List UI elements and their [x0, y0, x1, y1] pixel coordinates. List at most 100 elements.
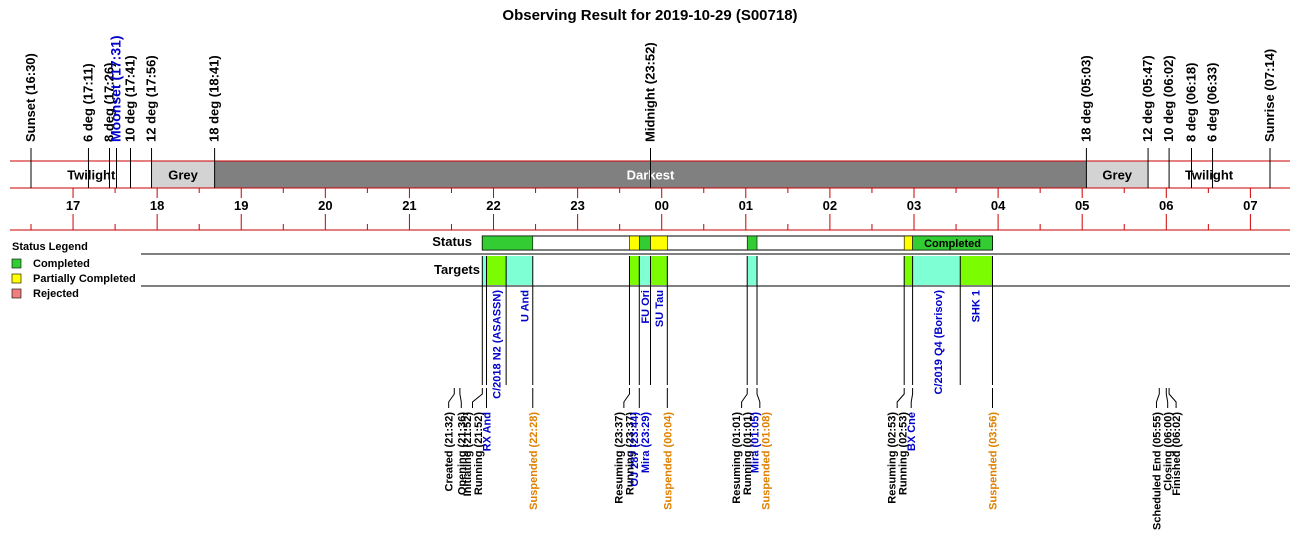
event-label-4-0: Suspended (22:28)	[528, 412, 540, 510]
status-segment-4	[746, 235, 758, 251]
event-connector-0	[448, 388, 455, 408]
sky-band-label-3: Grey	[1102, 168, 1132, 183]
event-label-9-1: Suspended (01:08)	[760, 412, 772, 510]
hour-tick-label-07: 07	[1243, 198, 1257, 213]
event-connector-14	[1165, 388, 1169, 408]
event-connector-13	[1155, 388, 1160, 408]
status-row-label: Status	[432, 234, 472, 249]
event-connector-9	[756, 388, 761, 408]
hour-tick-label-06: 06	[1159, 198, 1173, 213]
hour-tick-label-02: 02	[823, 198, 837, 213]
event-label-7-0: Suspended (00:04)	[662, 412, 674, 510]
sky-band-label-1: Grey	[168, 168, 198, 183]
sky-event-label-5: 12 deg (17:56)	[144, 55, 159, 142]
legend-title: Status Legend	[12, 241, 88, 253]
event-label-2-0: Initiating (21:52)	[462, 412, 474, 497]
target-block-3	[629, 256, 640, 285]
status-segment-1	[629, 235, 640, 251]
sky-event-label-8: 18 deg (05:03)	[1078, 55, 1093, 142]
event-label-12-0: Suspended (03:56)	[987, 412, 999, 510]
target-block-0	[482, 256, 487, 285]
status-segment-2	[638, 235, 651, 251]
hour-tick-label-21: 21	[402, 198, 416, 213]
sky-event-label-9: 12 deg (05:47)	[1140, 55, 1155, 142]
legend-label-2: Rejected	[33, 288, 79, 300]
status-segment-0	[482, 235, 534, 251]
target-block-7	[904, 256, 913, 285]
hour-axis-layer: 17 18 19 20 21 22 23 00 01 02 03 04 05 06 07	[30, 188, 1258, 230]
event-label-8-0: Resuming (01:01)	[731, 412, 743, 504]
event-label-11-0: BX Cne	[906, 412, 918, 451]
hour-tick-label-01: 01	[739, 198, 753, 213]
legend-label-0: Completed	[33, 258, 90, 270]
sky-event-label-4: 10 deg (17:41)	[123, 55, 138, 142]
sky-event-labels: Sunset (16:30) 6 deg (17:11) 8 deg (17:26)…	[23, 35, 1277, 188]
event-label-5-1: Running (23:37)	[624, 412, 636, 495]
event-label-1-0: Opening (21:36)	[456, 412, 468, 495]
status-segment-5	[903, 235, 913, 251]
event-connector-2	[471, 388, 483, 408]
event-connector-8	[741, 388, 748, 408]
event-label-10-0: Resuming (02:53)	[887, 412, 899, 504]
legend-label-1: Partially Completed	[33, 273, 136, 285]
targets-row-label: Targets	[434, 262, 480, 277]
event-connector-15	[1168, 388, 1177, 408]
chart-title: Observing Result for 2019-10-29 (S00718)	[502, 7, 797, 24]
status-segment-label-6: Completed	[924, 238, 981, 250]
target-block-6	[747, 256, 758, 285]
target-label-0: C/2018 N2 (ASASSN)	[491, 290, 503, 399]
target-block-9	[960, 256, 993, 285]
target-block-4	[639, 256, 651, 285]
status-legend: Status Legend Completed Partially Complete…	[11, 241, 136, 300]
hour-tick-label-22: 22	[486, 198, 500, 213]
legend-swatch-2	[11, 288, 22, 299]
target-block-8	[912, 256, 961, 285]
event-connector-10	[896, 388, 905, 408]
event-connector-11	[910, 388, 914, 408]
sky-band-label-0: Twilight	[67, 168, 116, 183]
event-label-5-0: Resuming (23:37)	[613, 412, 625, 504]
status-segment-6	[912, 235, 993, 251]
sky-event-label-2: 8 deg (17:26)	[101, 63, 116, 142]
sky-event-label-12: 6 deg (06:33)	[1205, 63, 1220, 142]
event-label-6-1: Mira (23:29)	[640, 412, 652, 473]
target-block-2	[506, 256, 533, 285]
event-label-15-0: Finished (06:02)	[1171, 412, 1183, 496]
sky-band-0	[31, 161, 152, 188]
sky-band-4	[1148, 161, 1270, 188]
event-label-3-0: RX And	[482, 412, 494, 451]
legend-swatch-1	[11, 273, 22, 284]
target-label-1: U And	[519, 290, 531, 322]
sky-event-label-10: 10 deg (06:02)	[1161, 55, 1176, 142]
event-label-0-0: Created (21:32)	[444, 412, 456, 492]
sky-event-label-1: 6 deg (17:11)	[80, 63, 95, 142]
legend-swatch-0	[11, 258, 22, 269]
status-and-targets-rows: Status Targets Completed C/2018 N2 (ASASSN)…	[141, 234, 1290, 399]
target-label-5: SHK 1	[971, 290, 983, 322]
event-connector-5	[623, 388, 630, 408]
hour-tick-label-23: 23	[570, 198, 584, 213]
hour-tick-label-18: 18	[150, 198, 164, 213]
sky-event-label-0: Sunset (16:30)	[23, 53, 38, 142]
status-segment-3	[650, 235, 668, 251]
event-label-8-1: Running (01:01)	[742, 412, 754, 495]
target-block-5	[650, 256, 668, 285]
hour-tick-label-04: 04	[991, 198, 1006, 213]
hour-tick-label-00: 00	[654, 198, 668, 213]
target-label-3: SU Tau	[654, 290, 666, 327]
hour-tick-label-20: 20	[318, 198, 332, 213]
event-connector-1	[459, 388, 462, 408]
event-label-14-0: Closing (06:00)	[1163, 412, 1175, 491]
sky-event-label-11: 8 deg (06:18)	[1184, 63, 1199, 142]
sky-band-3	[1086, 161, 1149, 188]
sky-event-label-7: Midnight (23:52)	[643, 42, 658, 142]
sky-band-1	[151, 161, 215, 188]
bottom-event-labels: Created (21:32) Opening (21:36)Initiating…	[444, 388, 1183, 530]
event-label-13-0: Scheduled End (05:55)	[1151, 412, 1163, 530]
event-label-2-1: Running (21:52)	[473, 412, 485, 495]
target-label-4: C/2019 Q4 (Borisov)	[933, 290, 945, 395]
sky-event-label-6: 18 deg (18:41)	[207, 55, 222, 142]
hour-tick-label-05: 05	[1075, 198, 1089, 213]
event-label-10-1: Running (02:53)	[898, 412, 910, 495]
